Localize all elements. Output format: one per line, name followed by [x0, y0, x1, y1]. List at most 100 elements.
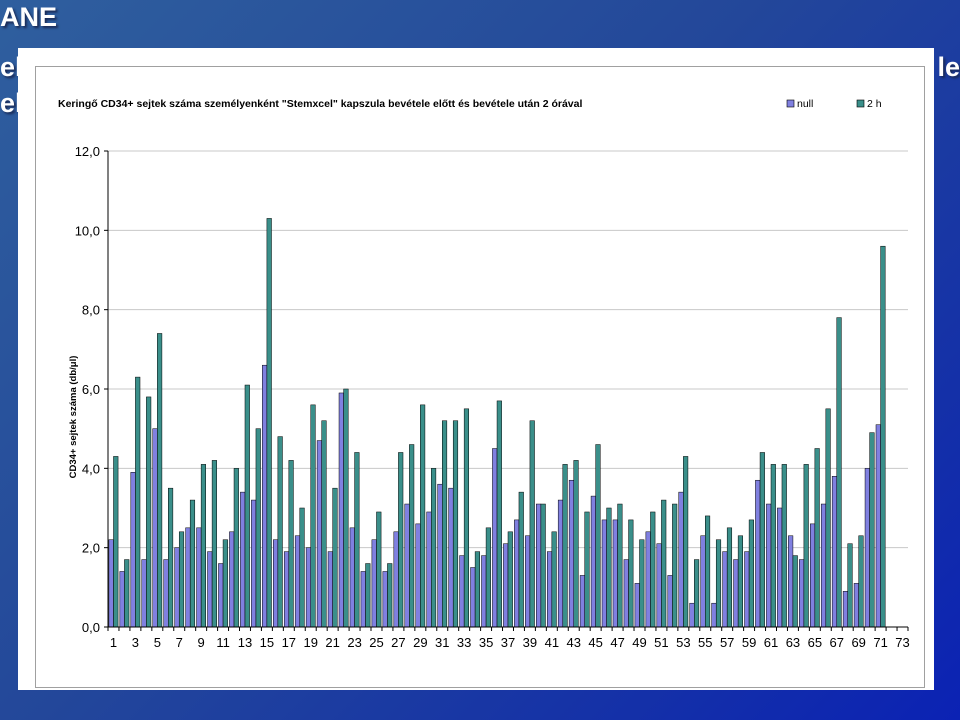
bar-null — [141, 559, 147, 628]
bar-null — [875, 424, 881, 628]
bar-null — [842, 591, 848, 628]
bar-2h — [266, 218, 272, 628]
bar-null — [207, 551, 213, 628]
bar-2h — [562, 464, 568, 628]
bar-2h — [628, 519, 634, 628]
x-tick-label: 63 — [786, 635, 800, 650]
x-tick-label: 39 — [523, 635, 537, 650]
bar-2h — [705, 515, 711, 628]
bar-null — [108, 539, 114, 628]
x-tick-label: 61 — [764, 635, 778, 650]
x-tick-label: 59 — [742, 635, 756, 650]
slide-text-fragment-left-2: el — [0, 88, 23, 118]
x-tick-label: 49 — [632, 635, 646, 650]
y-tick-label: 10,0 — [75, 223, 100, 238]
bar-null — [196, 527, 202, 628]
bar-2h — [463, 408, 470, 628]
bar-2h — [211, 460, 217, 628]
bar-2h — [540, 503, 546, 628]
bar-null — [766, 503, 772, 628]
bar-null — [262, 364, 268, 628]
bar-null — [601, 519, 607, 628]
bar-null — [799, 559, 805, 628]
bar-null — [448, 487, 454, 628]
bar-2h — [759, 452, 765, 628]
bar-null — [130, 472, 136, 628]
legend-swatch-2h — [856, 99, 865, 108]
bar-2h — [529, 420, 535, 628]
bar-null — [273, 539, 279, 628]
bar-2h — [748, 519, 754, 628]
x-tick-label: 27 — [391, 635, 405, 650]
bar-null — [546, 551, 553, 628]
axes-group: 0,02,04,06,08,010,012,01 3 5 7 9 11 13 15 17 19 21… — [75, 144, 910, 650]
bar-2h — [189, 499, 196, 628]
bar-null — [755, 479, 761, 628]
bar-2h — [398, 452, 404, 628]
bar-null — [689, 602, 695, 628]
bar-2h — [420, 404, 426, 628]
bar-null — [218, 563, 224, 628]
bar-null — [623, 559, 629, 628]
x-tick-label: 9 — [198, 635, 205, 650]
x-tick-label: 25 — [369, 635, 383, 650]
bar-null — [240, 491, 246, 628]
bar-null — [163, 559, 169, 628]
bar-2h — [168, 487, 174, 628]
x-tick-label: 7 — [176, 635, 183, 650]
bar-2h — [803, 464, 809, 628]
bar-null — [853, 583, 859, 628]
bar-2h — [639, 539, 645, 628]
bar-2h — [354, 452, 360, 628]
bar-null — [294, 535, 301, 628]
bar-null — [645, 531, 651, 628]
bar-null — [185, 527, 191, 628]
bar-2h — [288, 460, 294, 628]
chart-title: Keringő CD34+ sejtek száma személyenként… — [58, 98, 582, 110]
bar-2h — [255, 428, 261, 628]
bar-null — [634, 583, 640, 628]
bar-null — [590, 495, 596, 628]
x-tick-label: 13 — [238, 635, 252, 650]
bar-null — [744, 551, 750, 628]
bar-null — [327, 551, 333, 628]
x-tick-label: 19 — [304, 635, 318, 650]
bar-2h — [146, 396, 152, 628]
bar-null — [810, 523, 816, 628]
bar-2h — [409, 444, 415, 628]
y-tick-label: 12,0 — [75, 144, 100, 159]
bar-2h — [452, 420, 459, 628]
slide-text-fragment-right: le — [937, 52, 960, 82]
y-tick-label: 6,0 — [82, 382, 100, 397]
x-tick-label: 51 — [654, 635, 668, 650]
bar-null — [667, 575, 673, 628]
bar-null — [459, 555, 465, 628]
bar-null — [251, 499, 257, 628]
x-tick-label: 73 — [895, 635, 909, 650]
bar-2h — [595, 444, 601, 628]
bar-2h — [694, 559, 700, 628]
bar-2h — [617, 503, 623, 628]
bar-null — [831, 476, 838, 628]
chart-legend: null 2 h — [786, 98, 882, 110]
bar-null — [503, 543, 509, 628]
bar-null — [700, 535, 706, 628]
bar-2h — [726, 527, 733, 628]
x-tick-label: 1 — [110, 635, 117, 650]
bar-2h — [485, 527, 491, 628]
bar-null — [382, 571, 388, 628]
x-tick-label: 15 — [260, 635, 274, 650]
bar-null — [305, 547, 311, 628]
bar-2h — [222, 539, 228, 628]
bar-null — [711, 602, 717, 628]
bar-2h — [343, 388, 349, 628]
bar-2h — [825, 408, 831, 628]
bar-2h — [606, 507, 612, 628]
bar-null — [525, 535, 531, 628]
bar-2h — [650, 511, 656, 628]
bar-null — [678, 491, 684, 628]
slide-text-fragment-left: el — [0, 52, 23, 82]
x-tick-label: 69 — [851, 635, 865, 650]
bar-null — [579, 575, 585, 628]
chart-card: Keringő CD34+ sejtek száma személyenként… — [18, 48, 934, 690]
